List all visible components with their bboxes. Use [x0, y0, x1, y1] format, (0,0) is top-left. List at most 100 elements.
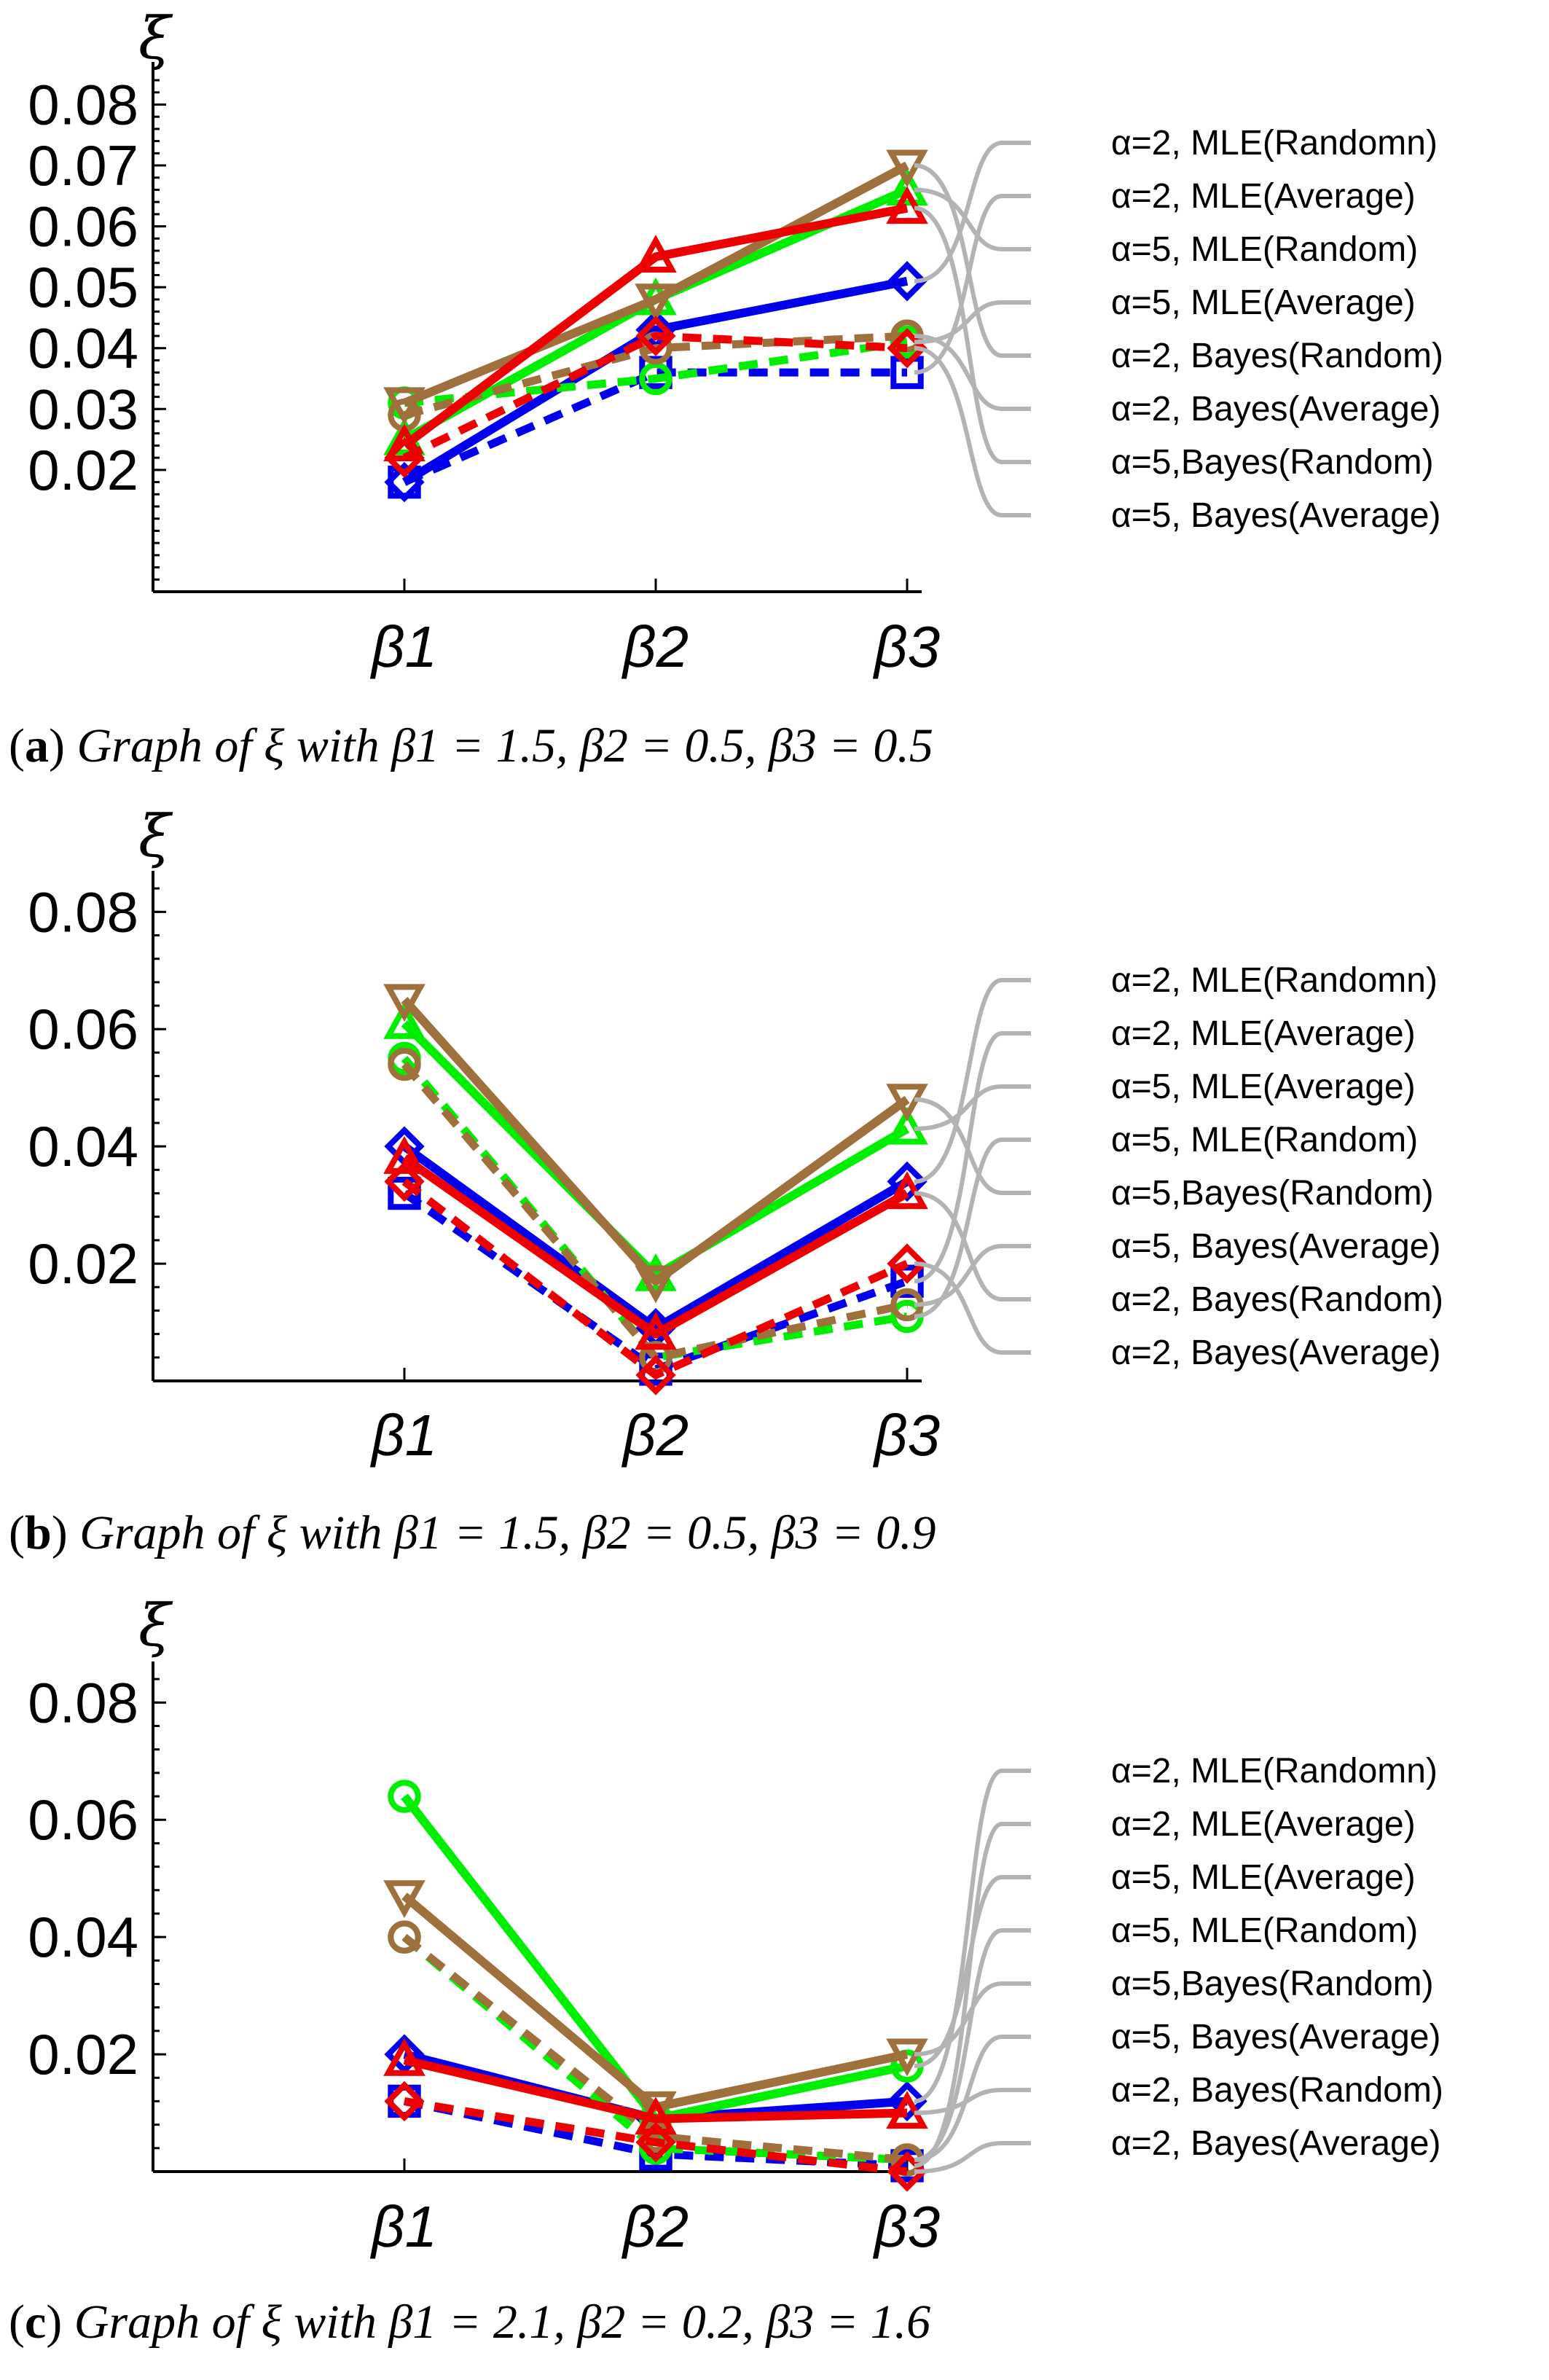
- caption-text: Graph of ξ with β1 = 1.5, β2 = 0.5, β3 =…: [79, 1506, 936, 1559]
- legend-leader-line: [914, 1875, 1031, 2069]
- marker-triangle-up: [635, 1312, 677, 1350]
- series-line-blue-solid: [401, 1143, 910, 1333]
- legend-label: α=2, MLE(Average): [1111, 1014, 1416, 1053]
- legend-leader-line: [914, 334, 1031, 411]
- legend-label: α=5, MLE(Random): [1111, 1121, 1418, 1159]
- marker-diamond: [384, 2080, 425, 2122]
- y-axis-label: ξ: [138, 802, 173, 870]
- legend-label: α=5,Bayes(Random): [1111, 1174, 1434, 1213]
- legend-label: α=2, MLE(Average): [1111, 1805, 1416, 1844]
- legend-leader-line: [914, 1191, 1031, 1301]
- caption-open-paren: (: [9, 719, 25, 772]
- marker-triangle-up: [383, 423, 426, 462]
- panel-a: ξ 0.020.030.040.050.060.070.08 β1 β2 β3 α=2, …: [9, 4, 1443, 772]
- y-tick-label: 0.06: [28, 195, 138, 259]
- legend-label: α=2, MLE(Average): [1111, 177, 1416, 216]
- legend-label: α=5, Bayes(Average): [1111, 2018, 1440, 2056]
- series-line-red-solid: [403, 2056, 908, 2123]
- series-line-red-dashed: [401, 1178, 909, 1379]
- series-line-blue-dashed: [403, 2097, 908, 2170]
- marker-triangle-down: [635, 283, 677, 322]
- y-axis-label: ξ: [138, 4, 173, 72]
- legend-leader-line: [914, 1097, 1031, 1195]
- marker-triangle-up: [635, 2097, 677, 2135]
- x-tick-label: β3: [873, 2194, 940, 2259]
- series-line-green-dashed: [404, 337, 908, 407]
- y-tick-label: 0.03: [28, 377, 138, 441]
- legend-leader-line: [914, 2141, 1031, 2174]
- x-tick-label: β2: [621, 614, 689, 679]
- legend-label: α=2, Bayes(Average): [1111, 2124, 1440, 2163]
- legend-label: α=2, Bayes(Random): [1111, 337, 1443, 375]
- legend-label: α=2, Bayes(Random): [1111, 2071, 1443, 2110]
- marker-triangle-up: [383, 1001, 426, 1039]
- y-tick-label: 0.04: [28, 316, 138, 380]
- x-tick-label: β1: [370, 2194, 437, 2259]
- legend-leader-line: [914, 1138, 1031, 1319]
- y-tick-label: 0.02: [28, 438, 138, 502]
- marker-triangle-down: [635, 2091, 677, 2129]
- legend-leader-line: [914, 1261, 1031, 1355]
- y-tick-label: 0.08: [28, 880, 138, 944]
- y-tick-label: 0.05: [28, 255, 138, 319]
- legend-leader-line: [914, 205, 1031, 464]
- legend-leader-line: [914, 2035, 1031, 2162]
- legend-leader-line: [914, 1928, 1031, 2162]
- x-tick-label: β1: [370, 614, 437, 679]
- marker-square: [388, 465, 421, 499]
- x-tick-label: β1: [370, 1403, 437, 1468]
- legend-leader-line: [914, 978, 1031, 1184]
- marker-diamond: [384, 1161, 425, 1202]
- legend-leader-line: [914, 187, 1031, 251]
- caption-text: Graph of ξ with β1 = 1.5, β2 = 0.5, β3 =…: [77, 719, 933, 772]
- legend-label: α=2, Bayes(Average): [1111, 390, 1440, 428]
- legend-label: α=5, MLE(Random): [1111, 1911, 1418, 1950]
- marker-circle: [388, 1920, 421, 1954]
- legend-label: α=5, Bayes(Average): [1111, 496, 1440, 535]
- caption-label: b: [25, 1506, 52, 1559]
- series-line-brown-dashed: [401, 1933, 908, 2164]
- legend-label: α=5,Bayes(Random): [1111, 1965, 1434, 2003]
- caption-close-paren: ): [46, 2295, 74, 2349]
- y-tick-label: 0.06: [28, 1788, 138, 1852]
- marker-diamond: [635, 2122, 676, 2163]
- figure-caption: (b) Graph of ξ with β1 = 1.5, β2 = 0.5, …: [9, 1506, 936, 1559]
- marker-diamond: [635, 316, 676, 356]
- legend-leader-line: [914, 1084, 1031, 1132]
- series-line-brown-solid: [402, 161, 909, 407]
- marker-triangle-down: [635, 1265, 677, 1304]
- legend-label: α=5, MLE(Average): [1111, 1068, 1416, 1106]
- marker-circle: [388, 1780, 421, 1813]
- legend-label: α=5, MLE(Average): [1111, 1858, 1416, 1897]
- series-line-red-dashed: [402, 332, 908, 462]
- x-tick-label: β2: [621, 1403, 689, 1468]
- legend-label: α=2, MLE(Randomn): [1111, 961, 1438, 1000]
- legend-leader-line: [914, 300, 1031, 345]
- legend-leader-line: [914, 1769, 1031, 2104]
- series-line-red-solid: [401, 203, 909, 450]
- x-tick-label: β3: [873, 614, 940, 679]
- legend-leader-line: [914, 163, 1031, 358]
- legend-label: α=2, Bayes(Average): [1111, 1334, 1440, 1372]
- y-tick-label: 0.07: [28, 133, 138, 197]
- figure-caption: (a) Graph of ξ with β1 = 1.5, β2 = 0.5, …: [9, 719, 933, 772]
- panel-b: ξ 0.02 0.04 0.06 0.08 β1 β2 β3 α=2, MLE(Randomn)…: [9, 802, 1443, 1559]
- marker-triangle-down: [383, 1880, 426, 1919]
- marker-triangle-up: [635, 235, 677, 273]
- marker-triangle-up: [383, 1136, 426, 1174]
- legend-label: α=2, MLE(Randomn): [1111, 1752, 1438, 1790]
- marker-diamond: [384, 437, 425, 478]
- y-tick-label: 0.06: [28, 997, 138, 1061]
- y-tick-label: 0.02: [28, 1232, 138, 1296]
- series-line-red-solid: [401, 1154, 909, 1339]
- marker-diamond: [635, 1355, 676, 1395]
- caption-label: a: [25, 719, 49, 772]
- y-tick-label: 0.08: [28, 1670, 138, 1734]
- caption-label: c: [25, 2295, 46, 2349]
- legend-leader-line: [914, 1244, 1031, 1307]
- legend-label: α=2, Bayes(Random): [1111, 1280, 1443, 1319]
- caption-close-paren: ): [49, 719, 77, 772]
- series-line-red-dashed: [404, 2097, 908, 2176]
- y-axis-label: ξ: [138, 1592, 173, 1659]
